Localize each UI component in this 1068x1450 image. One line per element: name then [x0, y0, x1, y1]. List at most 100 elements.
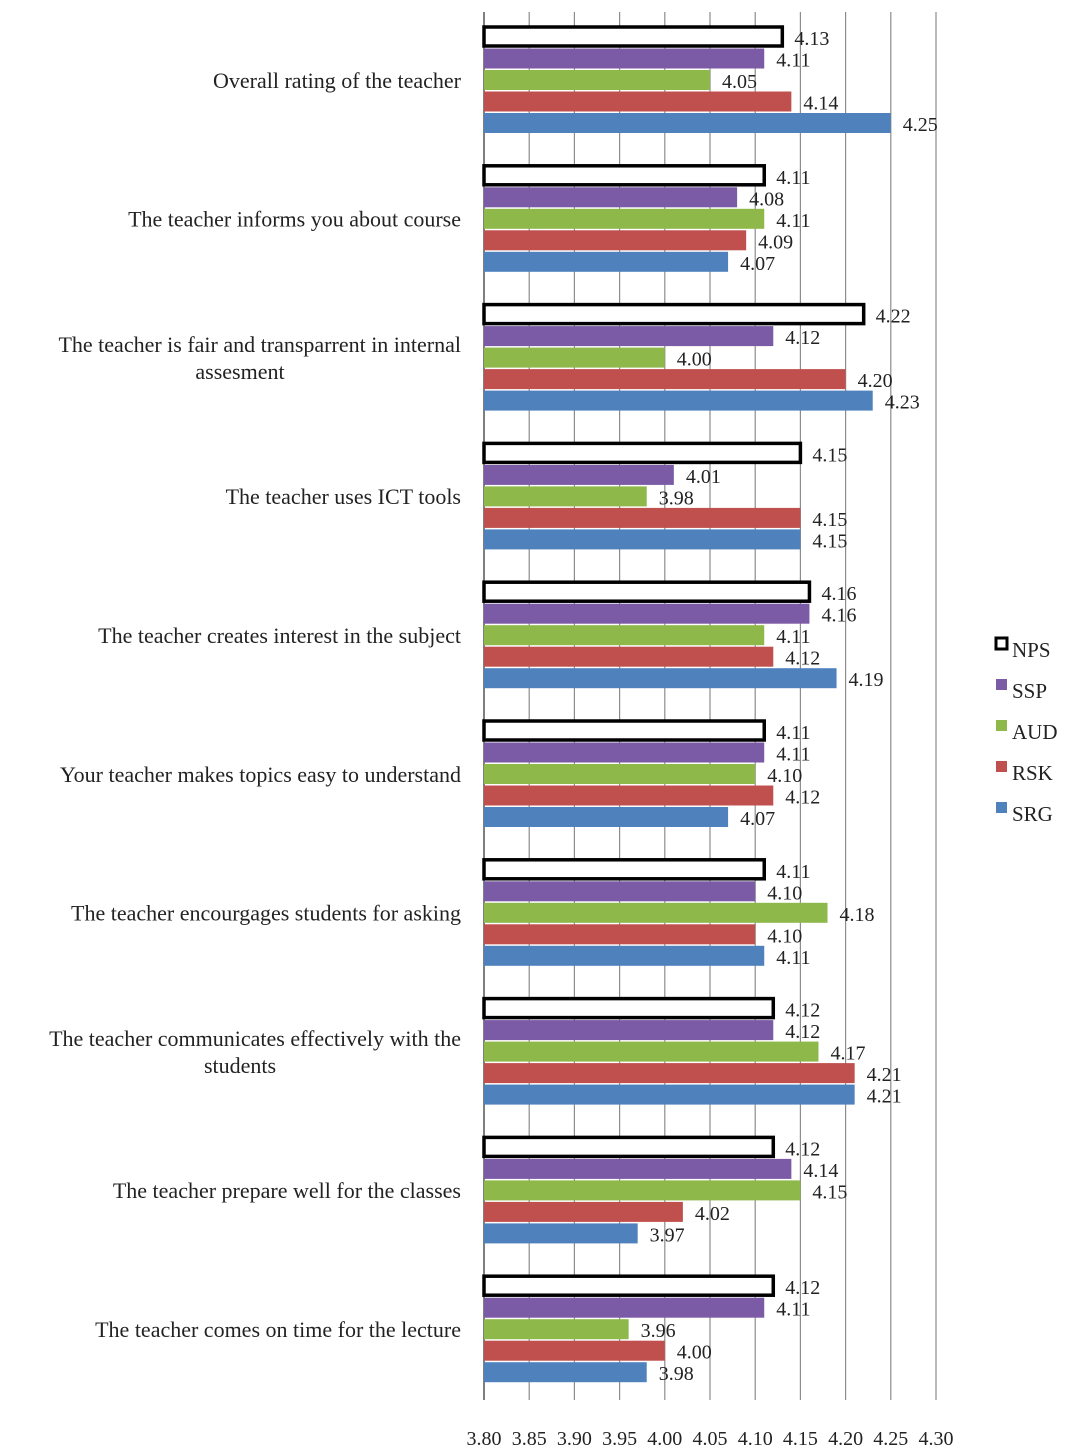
data-label: 4.11 [776, 626, 810, 648]
bar-rsk [484, 646, 774, 667]
bar-nps [482, 1135, 776, 1159]
category-labels: Overall rating of the teacher The teacher… [49, 68, 462, 1342]
legend-label: RSK [1012, 761, 1053, 785]
bar-ssp [484, 326, 774, 347]
category-label: assesment [195, 359, 284, 384]
data-label: 4.15 [812, 444, 847, 466]
category-label: The teacher is fair and transparrent in … [58, 332, 461, 357]
bar-srg [484, 807, 729, 827]
data-label: 4.00 [677, 1342, 712, 1364]
bar-rsk [484, 230, 747, 251]
bar-aud [484, 902, 828, 923]
data-label: 4.22 [876, 306, 911, 328]
category-label: The teacher creates interest in the subj… [98, 623, 461, 648]
x-tick-label: 3.95 [602, 1428, 637, 1450]
category-label: students [204, 1053, 276, 1078]
data-label: 4.13 [794, 28, 829, 50]
bar-ssp [484, 48, 765, 69]
legend: NPS SSP AUD RSK SRG [994, 636, 1058, 826]
data-label: 4.25 [903, 114, 938, 136]
bar-srg [484, 251, 729, 272]
data-label: 4.15 [812, 1181, 847, 1203]
data-label: 4.14 [803, 93, 838, 115]
data-label: 3.96 [641, 1320, 676, 1342]
data-label: 4.07 [740, 253, 775, 275]
data-label: 4.10 [767, 925, 802, 947]
x-tick-label: 4.30 [919, 1428, 954, 1450]
bar-aud [484, 347, 665, 368]
bar-srg [484, 1223, 638, 1244]
bar-srg [484, 390, 873, 411]
data-label: 4.12 [785, 1021, 820, 1043]
bar-rsk [484, 924, 756, 945]
data-label: 4.14 [803, 1160, 838, 1182]
data-label: 4.01 [686, 466, 721, 488]
legend-label: SRG [1012, 802, 1053, 826]
bar-ssp [484, 881, 756, 902]
x-tick-label: 3.85 [512, 1428, 547, 1450]
category-label: The teacher comes on time for the lectur… [95, 1317, 461, 1342]
bar-rsk [484, 1063, 855, 1084]
data-label: 3.97 [650, 1224, 685, 1246]
data-label: 4.11 [776, 722, 810, 744]
x-tick-label: 4.20 [828, 1428, 863, 1450]
bar-aud [484, 70, 710, 90]
bar-rsk [484, 785, 774, 806]
legend-swatch-srg [996, 802, 1007, 813]
data-label: 4.10 [767, 765, 802, 787]
bar-nps [482, 164, 766, 187]
data-label: 4.11 [776, 167, 810, 189]
x-tick-label: 4.05 [693, 1428, 728, 1450]
data-label: 4.11 [776, 947, 810, 969]
x-tick-label: 4.15 [783, 1428, 818, 1450]
x-tick-label: 3.90 [557, 1428, 592, 1450]
bar-aud [484, 486, 647, 507]
data-label: 4.21 [867, 1086, 902, 1108]
bar-aud [484, 1319, 629, 1340]
data-label: 4.08 [749, 188, 784, 210]
legend-swatch-aud [996, 720, 1007, 731]
data-label: 4.17 [830, 1043, 865, 1065]
data-label: 3.98 [659, 487, 694, 509]
bar-ssp [484, 187, 738, 208]
category-label: The teacher prepare well for the classes [113, 1178, 461, 1203]
data-label: 4.12 [785, 1138, 820, 1160]
legend-label: SSP [1012, 679, 1047, 703]
data-label: 3.98 [659, 1363, 694, 1385]
category-label: The teacher uses ICT tools [226, 484, 461, 509]
bar-srg [484, 1084, 855, 1105]
data-label: 4.02 [695, 1203, 730, 1225]
data-label: 4.12 [785, 648, 820, 670]
data-label: 4.18 [840, 904, 875, 926]
bar-aud [484, 1041, 819, 1062]
bar-rsk [484, 369, 846, 390]
x-tick-label: 4.10 [738, 1428, 773, 1450]
bar-rsk [484, 507, 801, 528]
bar-srg [484, 113, 891, 133]
bar-ssp [484, 464, 674, 485]
data-label: 4.10 [767, 882, 802, 904]
bar-nps [482, 302, 866, 326]
data-label: 4.21 [867, 1064, 902, 1086]
data-label: 4.20 [858, 370, 893, 392]
bar-srg [484, 529, 801, 550]
bar-aud [484, 625, 765, 646]
bar-rsk [484, 91, 792, 112]
bar-srg [484, 945, 765, 966]
data-label: 4.16 [821, 583, 856, 605]
category-label: Overall rating of the teacher [213, 68, 462, 93]
bar-srg [484, 668, 837, 689]
data-label: 4.11 [776, 50, 810, 72]
data-label: 4.12 [785, 1000, 820, 1022]
bar-nps [482, 996, 776, 1020]
data-labels: 4.134.114.054.144.254.114.084.114.094.07… [641, 28, 938, 1385]
data-label: 4.11 [776, 1299, 810, 1321]
x-tick-labels: 3.80 3.85 3.90 3.95 4.00 4.05 4.10 4.15 4.20 4.25… [467, 1428, 954, 1450]
x-tick-label: 4.00 [647, 1428, 682, 1450]
bar-nps [482, 441, 803, 465]
bar-ssp [484, 603, 810, 624]
data-label: 4.09 [758, 231, 793, 253]
bar-nps [482, 25, 785, 48]
category-label: Your teacher makes topics easy to unders… [60, 762, 461, 787]
